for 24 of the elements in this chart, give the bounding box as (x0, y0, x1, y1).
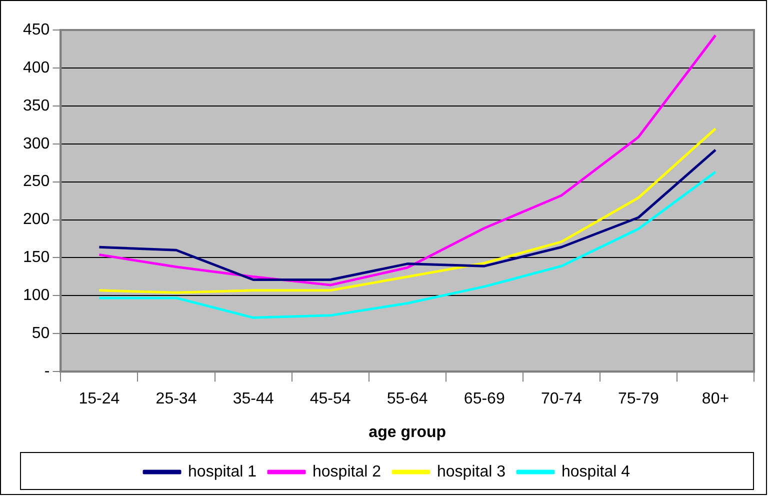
legend-label: hospital 2 (312, 463, 382, 480)
x-tick-label: 65-69 (464, 390, 505, 408)
y-tick-label: 150 (22, 249, 50, 266)
legend-label: hospital 1 (188, 463, 257, 480)
y-tick-label: 400 (22, 59, 50, 76)
x-tick-label: 55-64 (386, 390, 428, 408)
y-tick-label: - (44, 363, 50, 380)
y-tick-label: 100 (22, 287, 50, 304)
y-tick-label: 300 (22, 135, 50, 152)
x-tick-label: 70-74 (540, 390, 582, 408)
x-axis-title: age group (368, 424, 446, 441)
x-tick-label: 45-54 (310, 390, 351, 408)
x-tick-label: 25-34 (156, 390, 197, 408)
y-tick-label: 250 (22, 173, 50, 190)
x-tick-label: 75-79 (618, 390, 660, 408)
y-tick-label: 200 (22, 211, 50, 228)
y-tick-label: 50 (32, 325, 50, 342)
legend-label: hospital 3 (437, 463, 506, 480)
y-tick-label: 350 (22, 97, 50, 114)
x-tick-label: 80+ (702, 390, 730, 408)
legend-label: hospital 4 (561, 463, 630, 480)
x-tick-label: 35-44 (232, 390, 274, 408)
y-tick-label: 450 (22, 21, 50, 38)
x-tick-label: 15-24 (78, 390, 120, 408)
